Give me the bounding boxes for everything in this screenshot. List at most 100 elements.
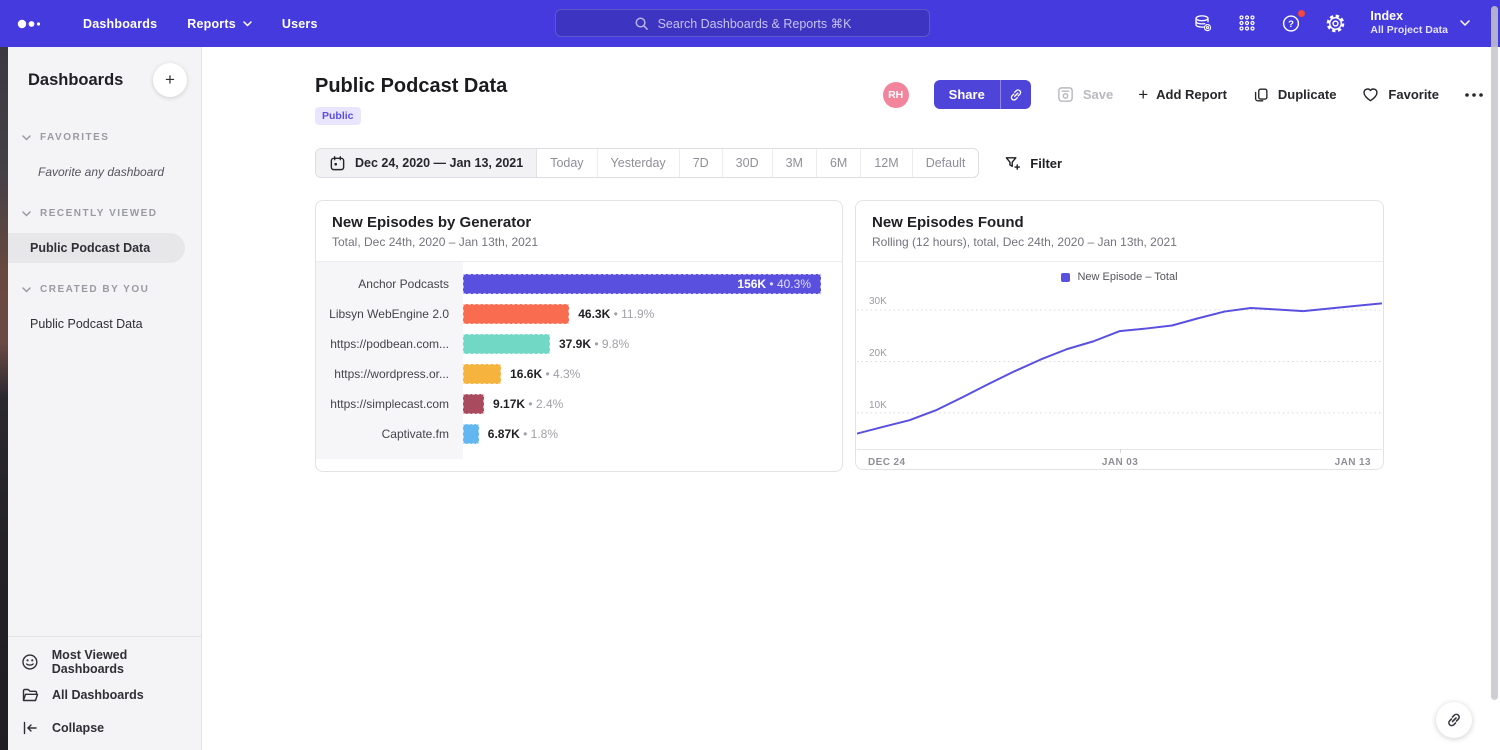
line-chart[interactable]: 10K20K30K (857, 292, 1382, 450)
mixpanel-logo-dots-icon[interactable] (17, 16, 47, 32)
share-label: Share (949, 87, 985, 102)
filter-button[interactable]: Filter (1004, 155, 1062, 172)
chevron-down-icon (243, 21, 252, 27)
y-tick-label: 10K (869, 400, 887, 411)
axis-tick-mark (1120, 449, 1121, 453)
scrollbar[interactable] (1491, 6, 1498, 700)
nav-item-label: Dashboards (83, 17, 157, 31)
date-range-control: Dec 24, 2020 — Jan 13, 2021 Today Yester… (315, 148, 979, 178)
x-tick-label: DEC 24 (868, 457, 905, 468)
public-badge: Public (315, 107, 361, 125)
chevron-down-icon (1460, 20, 1470, 27)
preset-label: 6M (830, 156, 847, 170)
bar-row: Anchor Podcasts 156K • 40.3% (316, 269, 842, 299)
add-dashboard-button[interactable]: + (153, 63, 187, 97)
project-name: Index (1370, 9, 1448, 25)
most-viewed-dashboards-button[interactable]: Most Viewed Dashboards (8, 645, 201, 678)
preset-yesterday[interactable]: Yesterday (598, 149, 680, 177)
chart-legend[interactable]: New Episode – Total (856, 262, 1383, 290)
date-range-button[interactable]: Dec 24, 2020 — Jan 13, 2021 (316, 149, 537, 177)
bar-segment[interactable] (463, 364, 501, 384)
sidebar-item-label: Public Podcast Data (30, 317, 143, 331)
sidebar-section-recently-viewed[interactable]: RECENTLY VIEWED (8, 208, 201, 219)
window-edge-strip (0, 47, 8, 750)
nav-item-dashboards[interactable]: Dashboards (83, 17, 157, 31)
share-split-button: Share (934, 80, 1031, 109)
sidebar: Dashboards + FAVORITES Favorite any dash… (0, 47, 202, 750)
sidebar-section-favorites[interactable]: FAVORITES (8, 132, 201, 143)
notification-badge (1298, 10, 1305, 17)
add-report-button[interactable]: + Add Report (1138, 86, 1227, 103)
preset-label: 30D (736, 156, 759, 170)
all-dashboards-button[interactable]: All Dashboards (8, 678, 201, 711)
legend-swatch (1061, 273, 1070, 282)
card-subtitle: Rolling (12 hours), total, Dec 24th, 202… (872, 235, 1367, 249)
preset-label: Yesterday (611, 156, 666, 170)
sidebar-item-public-podcast-data[interactable]: Public Podcast Data (8, 233, 185, 263)
bar-segment[interactable] (463, 334, 550, 354)
footer-item-label: Collapse (52, 721, 104, 735)
link-icon (1008, 87, 1024, 103)
bar-value-label: 37.9K • 9.8% (559, 337, 629, 351)
favorite-label: Favorite (1388, 87, 1439, 102)
bar-value-label: 156K • 40.3% (737, 277, 811, 291)
bar-segment[interactable]: 156K • 40.3% (463, 274, 821, 294)
bar-category-label: Anchor Podcasts (316, 277, 463, 291)
copy-link-button[interactable] (1001, 80, 1031, 109)
collapse-left-icon (21, 719, 39, 737)
preset-today[interactable]: Today (537, 149, 597, 177)
sidebar-item-public-podcast-data-created[interactable]: Public Podcast Data (8, 309, 201, 339)
bar-row: Libsyn WebEngine 2.046.3K • 11.9% (316, 299, 842, 329)
collapse-sidebar-button[interactable]: Collapse (8, 711, 201, 744)
search-placeholder: Search Dashboards & Reports ⌘K (658, 16, 852, 31)
bar-chart: Anchor Podcasts 156K • 40.3% Libsyn WebEng… (316, 262, 842, 459)
preset-default[interactable]: Default (913, 149, 979, 177)
filter-label: Filter (1030, 156, 1062, 171)
bar-segment[interactable] (463, 424, 479, 444)
preset-7d[interactable]: 7D (680, 149, 723, 177)
preset-3m[interactable]: 3M (773, 149, 817, 177)
bar-value-label: 9.17K • 2.4% (493, 397, 563, 411)
card-subtitle: Total, Dec 24th, 2020 – Jan 13th, 2021 (332, 235, 826, 249)
share-button[interactable]: Share (934, 80, 1001, 109)
nav-item-reports[interactable]: Reports (187, 17, 252, 31)
preset-6m[interactable]: 6M (817, 149, 861, 177)
search-input[interactable]: Search Dashboards & Reports ⌘K (555, 9, 930, 37)
preset-label: 7D (693, 156, 709, 170)
favorite-button[interactable]: Favorite (1361, 85, 1439, 104)
avatar-initials: RH (888, 89, 903, 101)
chevron-down-icon (22, 211, 31, 217)
avatar[interactable]: RH (883, 82, 909, 108)
preset-12m[interactable]: 12M (861, 149, 912, 177)
bar-value-label: 16.6K • 4.3% (510, 367, 580, 381)
sidebar-section-created-by-you[interactable]: CREATED BY YOU (8, 284, 201, 295)
bar-segment[interactable] (463, 394, 484, 414)
plus-icon: + (165, 70, 175, 90)
settings-gear-icon[interactable] (1325, 13, 1346, 34)
card-title: New Episodes Found (872, 214, 1367, 231)
bar-category-label: https://podbean.com... (316, 337, 463, 351)
card-new-episodes-by-generator: New Episodes by Generator Total, Dec 24t… (315, 200, 843, 472)
section-label: RECENTLY VIEWED (40, 208, 158, 219)
sidebar-item-label: Public Podcast Data (30, 241, 150, 255)
more-options-button[interactable] (1464, 91, 1484, 99)
bar-category-label: https://wordpress.or... (316, 367, 463, 381)
data-management-icon[interactable] (1192, 13, 1213, 33)
preset-30d[interactable]: 30D (723, 149, 773, 177)
main-content: Public Podcast Data Public RH Share (202, 47, 1500, 750)
bar-row: https://wordpress.or... 16.6K • 4.3% (316, 359, 842, 389)
bar-value-label: 6.87K • 1.8% (488, 427, 558, 441)
floating-link-button[interactable] (1436, 702, 1472, 738)
bar-value-label: 46.3K • 11.9% (578, 307, 654, 321)
duplicate-button[interactable]: Duplicate (1252, 86, 1337, 104)
nav-item-users[interactable]: Users (282, 17, 318, 31)
save-button[interactable]: Save (1056, 85, 1113, 104)
bar-segment[interactable] (463, 304, 569, 324)
top-nav: Dashboards Reports Users Search Dashboar… (0, 0, 1500, 47)
project-switcher[interactable]: Index All Project Data (1370, 9, 1470, 38)
favorites-empty-text: Favorite any dashboard (8, 165, 201, 179)
help-icon[interactable]: ? (1281, 13, 1301, 33)
calendar-icon (329, 155, 346, 172)
apps-grid-icon[interactable] (1237, 13, 1257, 33)
preset-label: 3M (786, 156, 803, 170)
